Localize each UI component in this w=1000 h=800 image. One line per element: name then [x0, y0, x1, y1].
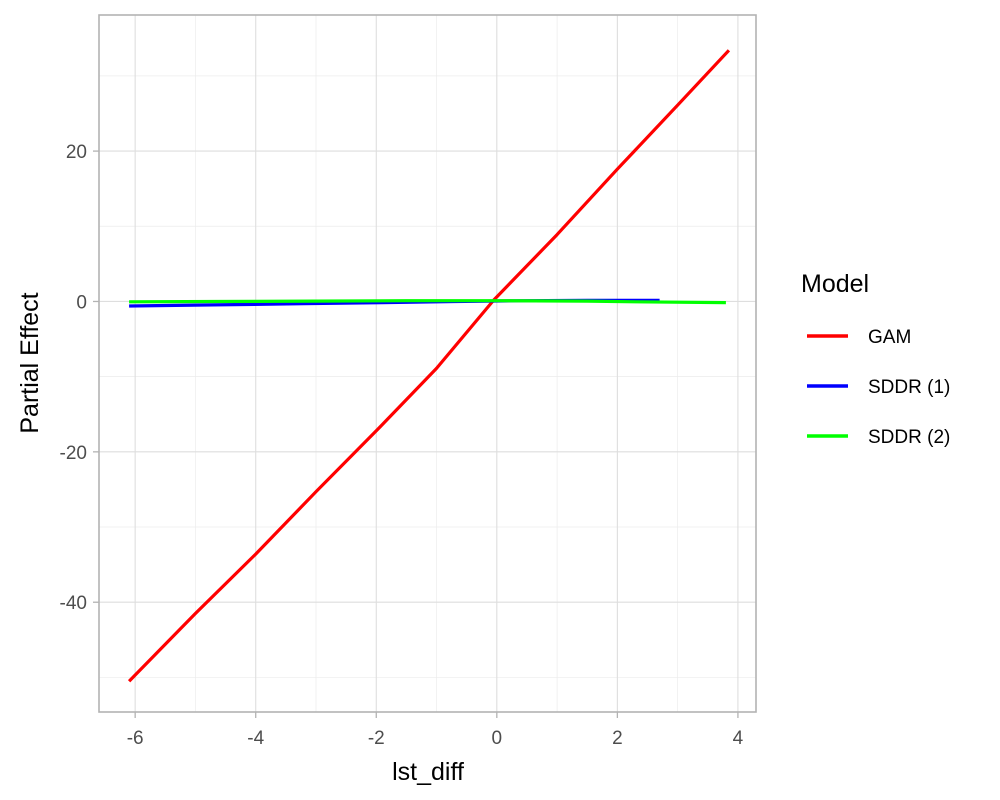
x-tick-label: 0: [492, 728, 503, 749]
legend-title: Model: [801, 270, 869, 298]
x-tick-label: -4: [247, 728, 264, 749]
y-tick-label: 20: [66, 142, 87, 163]
y-axis-tick-labels: -40 -20 0 20: [60, 142, 87, 614]
x-tick-label: 2: [612, 728, 623, 749]
legend: Model GAM SDDR (1) SDDR (2): [801, 270, 950, 448]
x-axis-title: lst_diff: [392, 758, 464, 786]
x-tick-label: -6: [127, 728, 144, 749]
x-tick-label: 4: [733, 728, 744, 749]
y-axis-title: Partial Effect: [16, 292, 44, 433]
minor-gridlines: [99, 15, 756, 712]
y-tick-label: 0: [76, 292, 87, 313]
plot-panel-border: [98, 14, 757, 713]
legend-label-sddr-1: SDDR (1): [868, 377, 950, 398]
legend-label-gam: GAM: [868, 327, 911, 348]
series-line-sddr-2: [129, 299, 726, 305]
y-tick-label: -20: [60, 443, 87, 464]
y-tick-label: -40: [60, 593, 87, 614]
axis-ticks: [93, 150, 739, 718]
x-tick-label: -2: [368, 728, 385, 749]
series-lines: [127, 49, 731, 683]
series-line-gam: [127, 49, 731, 683]
x-axis-tick-labels: -6 -4 -2 0 2 4: [127, 728, 744, 749]
legend-label-sddr-2: SDDR (2): [868, 427, 950, 448]
